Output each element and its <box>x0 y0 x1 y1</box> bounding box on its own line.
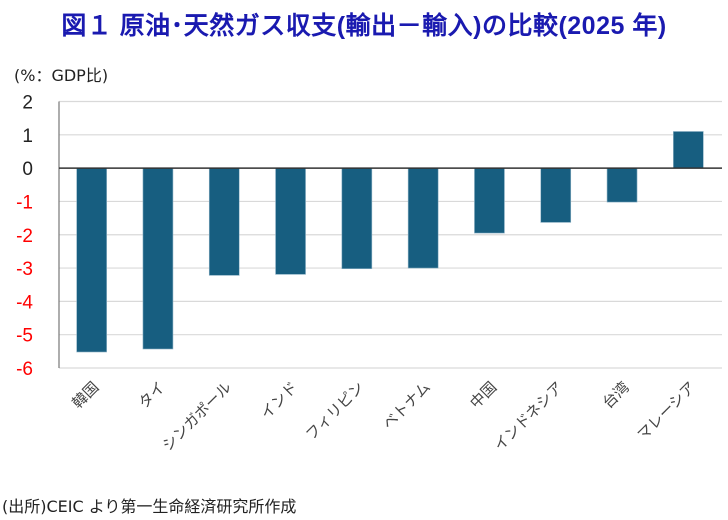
bar-3 <box>208 167 240 276</box>
bar-1 <box>76 167 107 353</box>
x-tick-label: シンガポール <box>159 378 235 454</box>
x-tick-label: 台湾 <box>599 378 633 412</box>
y-tick-label: -4 <box>16 292 33 313</box>
bar-9 <box>606 167 638 203</box>
y-tick-label: 0 <box>22 159 33 180</box>
x-tick-label: 中国 <box>466 378 500 412</box>
bar-10 <box>673 131 704 169</box>
x-tick-label: インドネシア <box>490 378 566 454</box>
x-tick-label: インド <box>257 378 302 423</box>
x-tick-label: 韓国 <box>69 378 103 412</box>
y-axis-unit-label: (%：GDP比) <box>14 66 109 85</box>
bar-2 <box>142 167 174 350</box>
source-note: (出所)CEIC より第一生命経済研究所作成 <box>2 497 297 516</box>
x-tick-label: ベトナム <box>379 378 434 433</box>
chart-title: 図１ 原油･天然ガス収支(輸出－輸入)の比較(2025 年) <box>61 12 667 40</box>
bar-7 <box>474 167 505 234</box>
y-tick-labels: 2 1 0 -1 -2 -3 -4 -5 -6 <box>16 93 33 381</box>
y-tick-label: -3 <box>16 259 33 280</box>
axes <box>58 101 722 368</box>
y-tick-label: -1 <box>16 192 33 213</box>
bar-4 <box>275 167 306 275</box>
y-tick-label: -6 <box>16 359 33 380</box>
x-tick-label: タイ <box>135 378 169 412</box>
x-tick-label: マレーシア <box>634 378 700 444</box>
y-tick-label: 1 <box>22 126 33 147</box>
y-tick-label: 2 <box>22 93 33 114</box>
bar-5 <box>341 167 373 270</box>
x-tick-label: フィリピン <box>302 378 368 444</box>
y-tick-label: -5 <box>16 326 33 347</box>
bar-6 <box>407 167 439 269</box>
bar-8 <box>540 167 572 223</box>
y-tick-label: -2 <box>16 226 33 247</box>
bars <box>76 131 704 353</box>
